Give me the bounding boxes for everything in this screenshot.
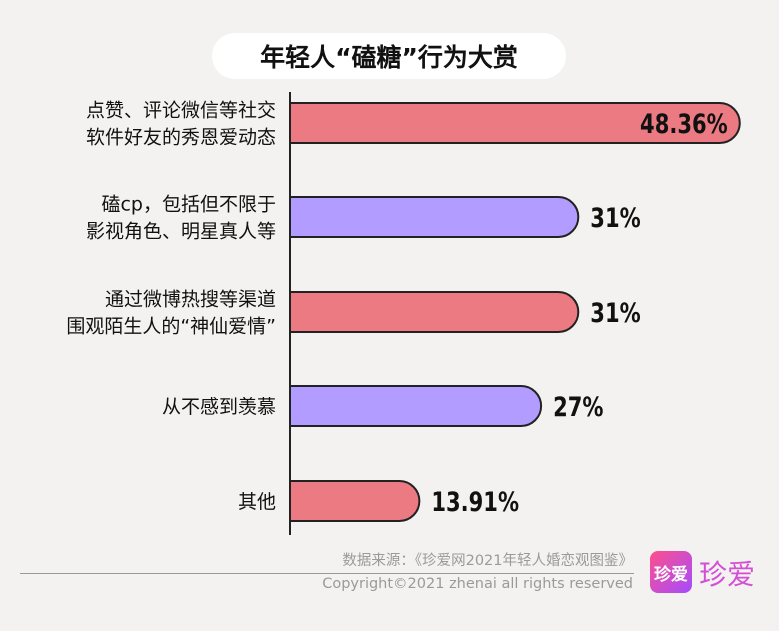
data-label: 31% xyxy=(590,202,640,233)
bar xyxy=(289,291,580,333)
logo-text: 珍爱 xyxy=(699,558,756,591)
data-label: 48.36% xyxy=(640,108,728,139)
logo-badge: 珍爱 xyxy=(650,551,692,593)
bar xyxy=(289,385,543,427)
data-label: 31% xyxy=(590,297,640,328)
footer-divider xyxy=(20,573,634,574)
category-label: 从不感到羡慕 xyxy=(162,396,276,418)
category-label: 通过微博热搜等渠道 xyxy=(105,289,276,311)
copyright: Copyright©2021 zhenai all rights reserve… xyxy=(322,576,633,592)
data-label: 13.91% xyxy=(431,486,519,517)
category-label: 围观陌生人的“神仙爱情” xyxy=(66,316,276,338)
category-label: 其他 xyxy=(238,491,276,513)
category-label: 影视角色、明星真人等 xyxy=(86,221,276,243)
category-label: 磕cp，包括但不限于 xyxy=(101,194,276,216)
data-label: 27% xyxy=(553,391,603,422)
bar xyxy=(289,196,580,238)
category-label: 软件好友的秀恩爱动态 xyxy=(86,127,276,149)
bar xyxy=(289,102,741,144)
chart-title: 年轻人“磕糖”行为大赏 xyxy=(212,33,566,79)
category-label: 点赞、评论微信等社交 xyxy=(86,100,276,122)
bar xyxy=(289,480,421,522)
data-source: 数据来源：《珍爱网2021年轻人婚恋观图鉴》 xyxy=(342,553,633,569)
